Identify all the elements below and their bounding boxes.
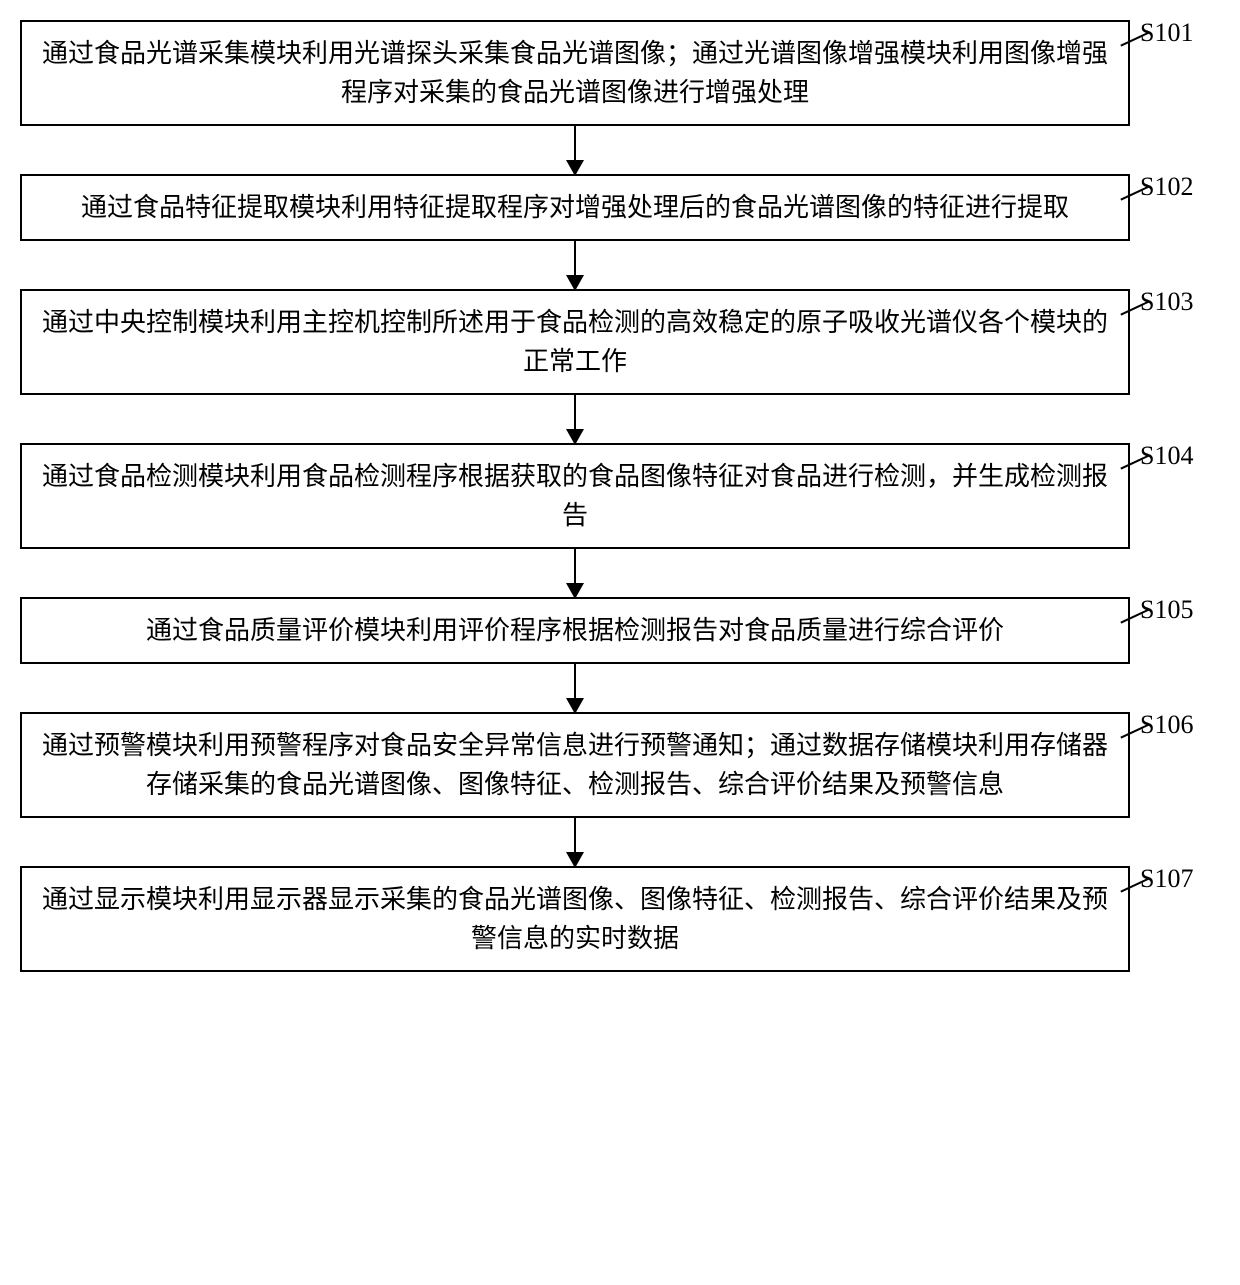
flow-step: 通过中央控制模块利用主控机控制所述用于食品检测的高效稳定的原子吸收光谱仪各个模块… [20,289,1220,395]
arrow-container [20,664,1220,712]
flow-step: 通过食品光谱采集模块利用光谱探头采集食品光谱图像；通过光谱图像增强模块利用图像增… [20,20,1220,126]
flow-box: 通过食品特征提取模块利用特征提取程序对增强处理后的食品光谱图像的特征进行提取 [20,174,1130,241]
down-arrow-icon [574,818,576,866]
arrow-container [20,241,1220,289]
flow-box: 通过食品检测模块利用食品检测程序根据获取的食品图像特征对食品进行检测，并生成检测… [20,443,1130,549]
step-label: S105 [1140,597,1220,623]
down-arrow-icon [574,395,576,443]
step-label: S104 [1140,443,1220,469]
step-label: S107 [1140,866,1220,892]
flow-step: 通过食品质量评价模块利用评价程序根据检测报告对食品质量进行综合评价 S105 [20,597,1220,664]
flow-step: 通过显示模块利用显示器显示采集的食品光谱图像、图像特征、检测报告、综合评价结果及… [20,866,1220,972]
step-label: S103 [1140,289,1220,315]
down-arrow-icon [574,549,576,597]
flow-box: 通过显示模块利用显示器显示采集的食品光谱图像、图像特征、检测报告、综合评价结果及… [20,866,1130,972]
arrow-container [20,549,1220,597]
arrow-container [20,126,1220,174]
flow-box: 通过食品光谱采集模块利用光谱探头采集食品光谱图像；通过光谱图像增强模块利用图像增… [20,20,1130,126]
flow-box: 通过食品质量评价模块利用评价程序根据检测报告对食品质量进行综合评价 [20,597,1130,664]
arrow-container [20,818,1220,866]
down-arrow-icon [574,126,576,174]
flow-step: 通过食品特征提取模块利用特征提取程序对增强处理后的食品光谱图像的特征进行提取 S… [20,174,1220,241]
flow-step: 通过食品检测模块利用食品检测程序根据获取的食品图像特征对食品进行检测，并生成检测… [20,443,1220,549]
flow-box: 通过中央控制模块利用主控机控制所述用于食品检测的高效稳定的原子吸收光谱仪各个模块… [20,289,1130,395]
step-label: S102 [1140,174,1220,200]
step-label: S106 [1140,712,1220,738]
flow-step: 通过预警模块利用预警程序对食品安全异常信息进行预警通知；通过数据存储模块利用存储… [20,712,1220,818]
flow-box: 通过预警模块利用预警程序对食品安全异常信息进行预警通知；通过数据存储模块利用存储… [20,712,1130,818]
step-label: S101 [1140,20,1220,46]
arrow-container [20,395,1220,443]
down-arrow-icon [574,664,576,712]
down-arrow-icon [574,241,576,289]
flowchart-container: 通过食品光谱采集模块利用光谱探头采集食品光谱图像；通过光谱图像增强模块利用图像增… [20,20,1220,972]
